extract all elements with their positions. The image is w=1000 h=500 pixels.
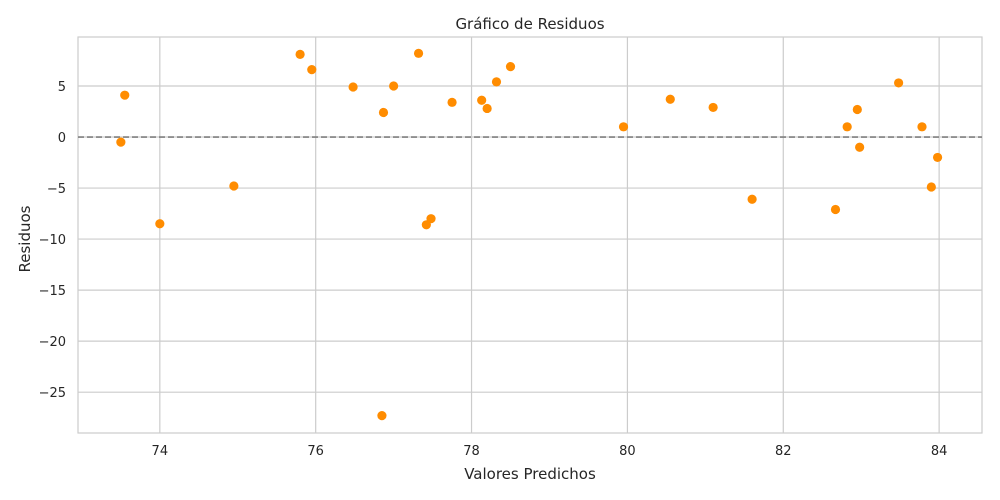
x-axis-label: Valores Predichos — [464, 465, 596, 483]
data-point — [447, 97, 457, 107]
data-point — [155, 219, 165, 229]
y-tick-label: 5 — [58, 80, 66, 95]
data-point — [389, 81, 399, 91]
data-point — [505, 61, 516, 72]
y-axis-label: Residuos — [16, 205, 34, 272]
data-point — [926, 182, 936, 192]
x-tick-label: 80 — [619, 444, 636, 459]
data-point — [747, 194, 757, 204]
data-point — [618, 122, 629, 132]
data-point — [120, 90, 130, 100]
y-tick-label: 0 — [58, 131, 66, 146]
grid — [78, 37, 982, 433]
y-tick-labels: 5 0 −5 −10 −15 −20 −25 — [39, 80, 66, 401]
data-point — [482, 103, 492, 114]
data-point — [413, 48, 424, 58]
x-tick-labels: 74 76 78 80 82 84 — [152, 444, 948, 459]
x-tick-label: 84 — [931, 444, 948, 459]
data-point — [842, 122, 852, 132]
data-point — [491, 77, 502, 87]
data-point — [830, 204, 841, 215]
y-tick-label: −15 — [39, 284, 66, 299]
data-point — [229, 181, 239, 191]
data-point — [852, 104, 862, 115]
data-point — [894, 78, 904, 88]
data-point — [377, 411, 387, 421]
data-point — [307, 65, 317, 75]
plot-area — [77, 36, 983, 434]
x-tick-label: 78 — [463, 444, 480, 459]
data-point — [426, 214, 436, 224]
data-point — [932, 152, 943, 163]
data-point — [378, 107, 389, 118]
data-point — [917, 122, 927, 132]
y-tick-label: −20 — [39, 335, 66, 350]
y-tick-label: −5 — [47, 182, 66, 197]
y-tick-label: −25 — [39, 386, 66, 401]
chart-title: Gráfico de Residuos — [455, 15, 604, 33]
data-point — [665, 94, 675, 104]
y-tick-label: −10 — [39, 233, 66, 248]
x-tick-label: 82 — [775, 444, 792, 459]
data-points — [116, 48, 943, 421]
x-tick-label: 74 — [152, 444, 169, 459]
data-point — [116, 137, 126, 147]
data-point — [477, 95, 487, 105]
x-tick-label: 76 — [307, 444, 324, 459]
data-point — [708, 102, 718, 113]
data-point — [295, 49, 305, 59]
data-point — [348, 82, 358, 92]
data-point — [855, 142, 865, 152]
